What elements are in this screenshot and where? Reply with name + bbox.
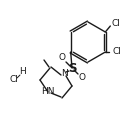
Text: Cl: Cl <box>111 20 120 29</box>
Text: HN: HN <box>41 88 55 96</box>
Text: Cl: Cl <box>112 48 121 56</box>
Text: O: O <box>79 74 86 82</box>
Text: N: N <box>61 70 67 79</box>
Text: H: H <box>19 67 25 77</box>
Text: O: O <box>58 53 66 62</box>
Text: Cl: Cl <box>10 76 18 84</box>
Text: S: S <box>68 62 76 74</box>
